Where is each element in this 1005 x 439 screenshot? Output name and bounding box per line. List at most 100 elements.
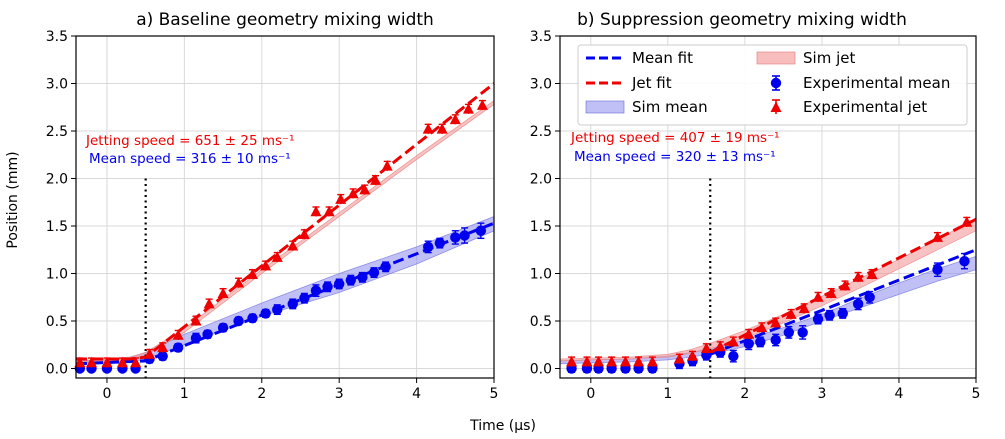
panel-b-exp-jet-point	[673, 353, 685, 364]
panel-a-exp-mean-point	[217, 322, 229, 333]
panel-a-exp-mean-point	[423, 240, 434, 254]
panel-b-exp-jet-point	[619, 355, 631, 367]
panel-a-sim-mean-band	[75, 215, 495, 364]
panel-b-exp-jet-point	[852, 271, 864, 283]
panel-a-exp-jet-point	[287, 239, 299, 251]
panel-a-exp-jet-point	[436, 123, 448, 134]
panel-a-plot: 0 1 2 3 4 5 0.0 0.5 1.0 1.5 2.0 2.5 3.0 3.5	[46, 29, 499, 402]
panel-a-exp-mean-point	[272, 304, 283, 316]
panel-a-exp-jet-point	[370, 174, 382, 186]
panel-b-y-tick-label: 1.0	[530, 267, 552, 283]
panel-b-exp-jet-point	[581, 355, 593, 367]
panel-a-exp-mean-point	[260, 308, 271, 319]
panel-a-y-tick-label: 3.0	[46, 77, 68, 93]
panel-b-exp-mean-point	[770, 333, 781, 347]
panel-b-y-tick-label: 3.5	[530, 29, 552, 45]
legend-sim-jet-label: Sim jet	[803, 49, 855, 67]
panel-b-x-tick-label: 1	[663, 386, 672, 402]
panel-a-exp-mean-point	[368, 267, 380, 278]
panel-a: a) Baseline geometry mixing width 0 1 2 3 4 5…	[46, 10, 499, 402]
panel-a-exp-mean-point	[247, 312, 258, 324]
legend-sim-mean-label: Sim mean	[632, 98, 708, 116]
panel-b-exp-jet-point	[866, 268, 878, 280]
panel-a-y-tick-label: 1.5	[46, 219, 68, 235]
panel-b-exp-jet-point	[812, 291, 824, 302]
panel-a-exp-jet-point	[85, 356, 97, 368]
panel-a-exp-jet-point	[298, 228, 310, 240]
panel-b-exp-mean-point	[852, 297, 864, 311]
panel-b-exp-mean-point	[783, 326, 794, 339]
panel-a-y-tick-label: 3.5	[46, 29, 68, 45]
panel-b-y-tick-label: 2.5	[530, 124, 552, 140]
x-axis-label: Time (µs)	[469, 418, 536, 434]
panel-b-exp-jet-point	[714, 340, 726, 352]
panel-a-jet-speed-annotation: Jetting speed = 651 ± 25 ms⁻¹	[85, 133, 295, 149]
panel-a-mean-speed-annotation: Mean speed = 316 ± 10 ms⁻¹	[89, 151, 291, 167]
panel-a-exp-jet-point	[246, 268, 258, 280]
panel-a-exp-jet-point	[172, 329, 184, 340]
panel-a-exp-mean-point	[172, 342, 184, 353]
panel-b-exp-jet-point	[687, 350, 699, 361]
panel-b-exp-jet-point	[756, 321, 768, 333]
panel-a-exp-mean-point	[322, 281, 333, 293]
y-axis-label: Position (mm)	[5, 151, 21, 248]
panel-a-exp-mean-point	[333, 278, 345, 290]
panel-b-exp-jet-point	[785, 308, 797, 320]
panel-b-x-tick-label: 3	[817, 386, 826, 402]
panel-a-exp-jet-point	[271, 251, 283, 263]
panel-b-exp-jet-point	[825, 287, 837, 299]
legend-exp-jet-label: Experimental jet	[803, 98, 927, 116]
panel-b-y-tick-label: 2.0	[530, 172, 552, 188]
panel-a-x-tick-label: 2	[257, 386, 266, 402]
panel-a-exp-jet-point	[381, 160, 393, 171]
panel-a-exp-mean-point	[233, 315, 244, 327]
panel-a-exp-jet-point	[217, 287, 229, 299]
panel-a-exp-jet-point	[101, 356, 113, 368]
panel-b-exp-jet-point	[727, 335, 739, 347]
panel-a-exp-jet-point	[144, 348, 156, 359]
panel-a-exp-mean-point	[450, 230, 461, 245]
panel-a-x-tick-label: 3	[335, 386, 344, 402]
panel-a-exp-jet-point	[310, 205, 322, 217]
panel-a-exp-jet-point	[74, 356, 86, 368]
panel-b-exp-mean-point	[755, 336, 766, 348]
panel-a-y-tick-label: 0.0	[46, 362, 68, 378]
panel-a-exp-jet-point	[130, 356, 142, 368]
panel-a-exp-jet-point	[462, 103, 474, 114]
panel-a-exp-jet-point	[476, 99, 488, 111]
panel-b-mean-speed-annotation: Mean speed = 320 ± 13 ms⁻¹	[574, 149, 776, 165]
panel-b-sim-mean-band	[559, 255, 977, 365]
panel-a-exp-mean-point	[380, 261, 391, 273]
panel-a-exp-mean-point	[475, 222, 487, 240]
panel-a-exp-mean-point	[157, 350, 168, 362]
legend-mean-fit-label: Mean fit	[632, 49, 693, 67]
panel-b-exp-jet-point	[770, 316, 782, 328]
panel-b-y-tick-label: 1.5	[530, 219, 552, 235]
panel-a-exp-jet-point	[157, 341, 169, 353]
panel-b-x-tick-label: 5	[972, 386, 981, 402]
panel-b-exp-mean-point	[812, 313, 824, 325]
legend-sim-jet-swatch	[756, 51, 796, 65]
panel-b-plot: 0 1 2 3 4 5 0.0 0.5 1.0 1.5 2.0 2.5 3.0 3.5	[530, 29, 981, 402]
panel-a-exp-mean-point	[345, 274, 356, 286]
panel-a-exp-jet-point	[335, 193, 347, 205]
panel-a-x-tick-label: 4	[412, 386, 421, 402]
panel-a-exp-jet-point	[347, 187, 359, 199]
panel-b-exp-jet-point	[743, 328, 755, 340]
panel-a-exp-jet-point	[233, 277, 245, 288]
panel-b-exp-jet-point	[798, 302, 810, 314]
panel-b-exp-mean-point	[743, 337, 754, 351]
panel-a-y-tick-label: 0.5	[46, 314, 68, 330]
panel-b-x-tick-label: 2	[740, 386, 749, 402]
panel-a-exp-jet-point	[359, 183, 371, 195]
panel-a-exp-mean-point	[459, 227, 470, 244]
panel-a-jet-fit-line	[76, 82, 495, 361]
panel-b-x-tick-label: 0	[586, 386, 595, 402]
panel-b-y-tick-label: 0.0	[530, 362, 552, 378]
panel-a-exp-mean-point	[310, 284, 322, 297]
panel-b: b) Suppression geometry mixing width 0 1 2…	[530, 10, 981, 402]
panel-a-y-tick-label: 1.0	[46, 267, 68, 283]
panel-b-exp-jet-point	[700, 342, 712, 354]
panel-b-x-tick-label: 4	[895, 386, 904, 402]
panel-b-exp-jet-point	[593, 355, 605, 367]
